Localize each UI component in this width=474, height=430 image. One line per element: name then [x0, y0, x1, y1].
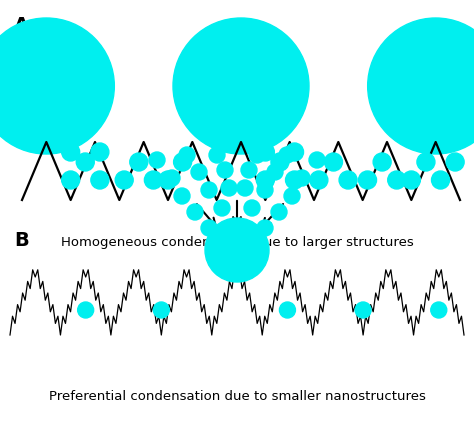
Circle shape [149, 153, 165, 169]
Circle shape [179, 147, 195, 164]
Circle shape [256, 172, 274, 190]
Circle shape [173, 154, 191, 172]
Circle shape [78, 302, 94, 318]
Circle shape [153, 302, 169, 318]
Circle shape [130, 154, 148, 172]
Circle shape [310, 172, 328, 190]
Circle shape [214, 200, 230, 216]
Circle shape [417, 154, 435, 172]
Circle shape [402, 172, 420, 190]
Circle shape [431, 172, 449, 190]
Circle shape [191, 165, 207, 181]
Circle shape [187, 205, 203, 221]
Circle shape [145, 172, 163, 190]
Circle shape [173, 19, 309, 155]
Circle shape [201, 183, 217, 199]
Text: Homogeneous condensation due to larger structures: Homogeneous condensation due to larger s… [61, 236, 413, 249]
Circle shape [76, 154, 94, 172]
Circle shape [164, 171, 180, 187]
Circle shape [91, 172, 109, 190]
Circle shape [241, 163, 257, 178]
Circle shape [257, 183, 273, 199]
Circle shape [256, 144, 274, 162]
Text: Preferential condensation due to smaller nanostructures: Preferential condensation due to smaller… [48, 389, 426, 402]
Circle shape [174, 189, 190, 205]
Circle shape [244, 200, 260, 216]
Circle shape [159, 172, 177, 190]
Circle shape [62, 144, 80, 162]
Circle shape [285, 172, 303, 190]
Circle shape [431, 302, 447, 318]
Circle shape [209, 147, 225, 164]
Circle shape [325, 154, 343, 172]
Circle shape [237, 181, 253, 197]
Circle shape [279, 147, 295, 164]
Circle shape [249, 147, 265, 164]
Circle shape [373, 154, 391, 172]
Circle shape [388, 172, 406, 190]
Circle shape [339, 172, 357, 190]
Circle shape [294, 171, 310, 187]
Circle shape [62, 172, 80, 190]
Circle shape [446, 154, 464, 172]
Circle shape [285, 144, 303, 162]
Circle shape [368, 19, 474, 155]
Circle shape [284, 189, 300, 205]
Circle shape [0, 19, 114, 155]
Text: B: B [14, 230, 29, 249]
Circle shape [280, 302, 295, 318]
Circle shape [355, 302, 371, 318]
Circle shape [309, 153, 325, 169]
Circle shape [358, 172, 376, 190]
Circle shape [267, 165, 283, 181]
Circle shape [217, 163, 233, 178]
Circle shape [201, 221, 217, 237]
Text: A: A [14, 16, 29, 35]
Circle shape [271, 205, 287, 221]
Circle shape [221, 181, 237, 197]
Circle shape [115, 172, 133, 190]
Circle shape [91, 144, 109, 162]
Circle shape [205, 218, 269, 283]
Circle shape [257, 221, 273, 237]
Circle shape [271, 154, 289, 172]
